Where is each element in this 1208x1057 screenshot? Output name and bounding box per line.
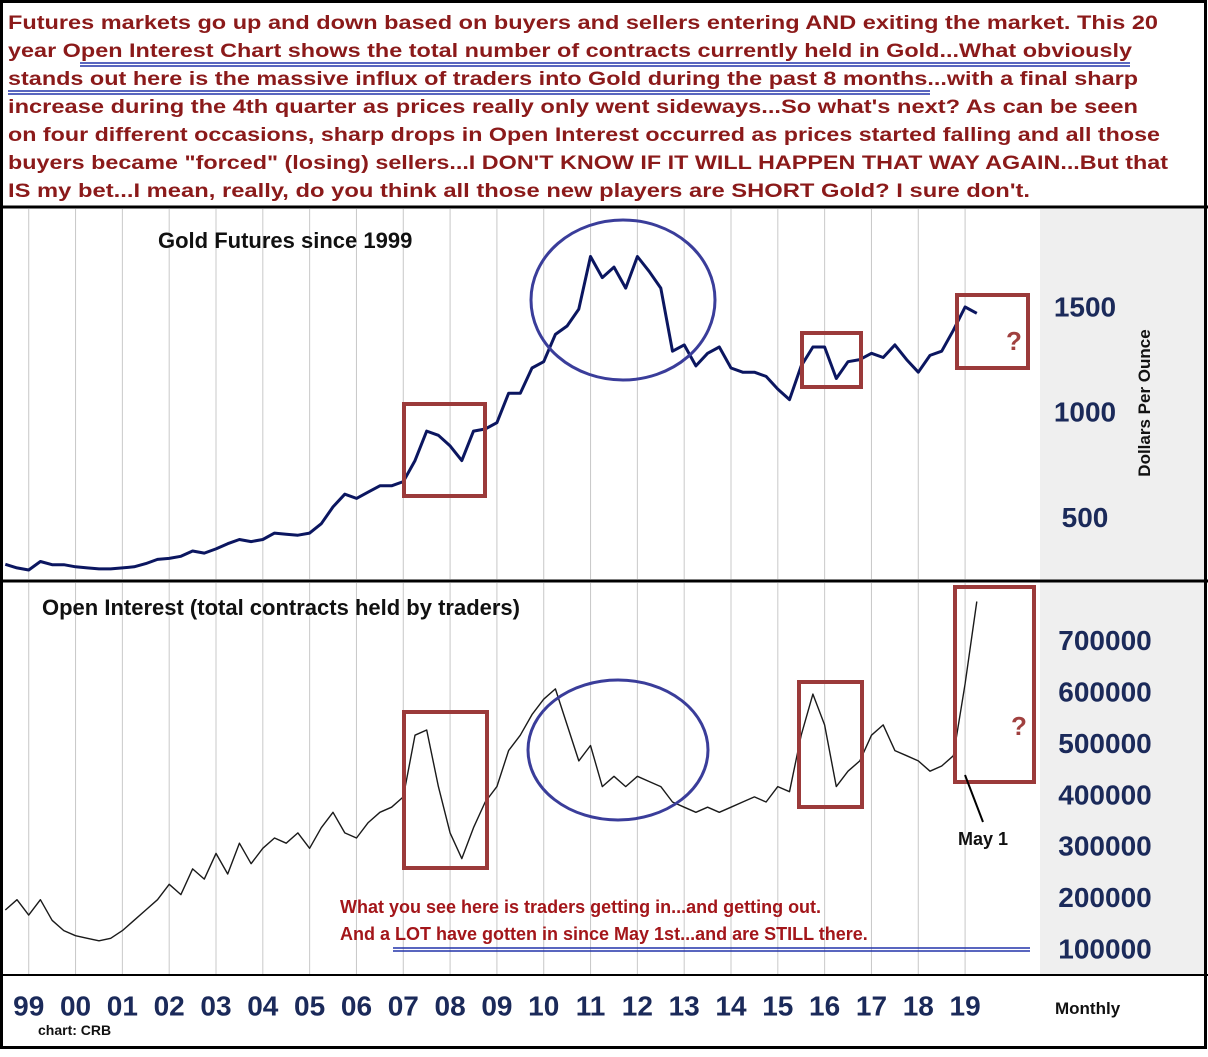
header-line: Futures markets go up and down based on … <box>8 13 1158 34</box>
x-tick-label: 18 <box>903 990 934 1021</box>
may-label: May 1 <box>958 829 1008 849</box>
note-line: And a LOT have gotten in since May 1st..… <box>340 924 868 944</box>
y-tick-label: 300000 <box>1058 831 1151 862</box>
y-tick-label: 200000 <box>1058 882 1151 913</box>
data-line <box>4 255 978 572</box>
note-line: What you see here is traders getting in.… <box>340 897 821 917</box>
x-tick-label: 07 <box>388 990 419 1021</box>
y-tick-label: 600000 <box>1058 676 1151 707</box>
x-tick-label: 05 <box>294 990 325 1021</box>
x-tick-label: 00 <box>60 990 91 1021</box>
x-tick-label: 04 <box>247 990 279 1021</box>
y-axis-title: Dollars Per Ounce <box>1135 329 1154 476</box>
x-tick-label: 19 <box>950 990 981 1021</box>
x-tick-label: 15 <box>762 990 793 1021</box>
x-tick-label: 99 <box>13 990 44 1021</box>
highlight-box <box>402 293 1036 870</box>
x-tick-label: 13 <box>669 990 700 1021</box>
question-mark: ? <box>1006 326 1022 356</box>
y-tick-label: 100000 <box>1058 934 1151 965</box>
y-tick-label: 500000 <box>1058 728 1151 759</box>
chart-layer: 99 00 01 02 03 04 05 06 07 08 09 10 11 12 13 14 15 16 17 18… <box>4 209 1152 1021</box>
y-tick-label: 1000 <box>1054 397 1116 428</box>
y-tick-label: 500 <box>1062 502 1109 533</box>
y-tick-label: 700000 <box>1058 625 1151 656</box>
x-tick-label: 02 <box>154 990 185 1021</box>
x-tick-label: 08 <box>435 990 466 1021</box>
question-mark: ? <box>1011 711 1027 741</box>
data-line <box>4 601 978 942</box>
header-line: buyers became "forced" (losing) sellers.… <box>8 153 1169 174</box>
x-tick-label: 01 <box>107 990 138 1021</box>
panel-title: Open Interest (total contracts held by t… <box>42 595 520 620</box>
source: chart: CRB <box>38 1022 111 1038</box>
header-line: increase during the 4th quarter as price… <box>8 97 1138 118</box>
x-tick-label: 16 <box>809 990 840 1021</box>
x-tick-label: 12 <box>622 990 653 1021</box>
y-tick-label: 400000 <box>1058 779 1151 810</box>
arrow <box>964 774 984 823</box>
x-tick-label: 06 <box>341 990 372 1021</box>
frequency: Monthly <box>1055 999 1121 1018</box>
header-line: on four different occasions, sharp drops… <box>8 125 1160 146</box>
header-line: year Open Interest Chart shows the total… <box>8 41 1133 62</box>
underline <box>8 62 1130 952</box>
y-tick-label: 1500 <box>1054 292 1116 323</box>
x-tick-label: 17 <box>856 990 887 1021</box>
highlight-circle <box>526 218 717 822</box>
header-line: stands out here is the massive influx of… <box>8 69 1138 90</box>
x-tick-label: 11 <box>576 990 606 1021</box>
x-tick-label: 10 <box>528 990 559 1021</box>
x-tick-label: 14 <box>715 990 747 1021</box>
header-line: IS my bet...I mean, really, do you think… <box>8 181 1030 202</box>
x-tick-label: 09 <box>481 990 512 1021</box>
x-tick-label: 03 <box>200 990 231 1021</box>
axis-panel <box>1040 209 1205 975</box>
panel-title: Gold Futures since 1999 <box>158 228 412 253</box>
